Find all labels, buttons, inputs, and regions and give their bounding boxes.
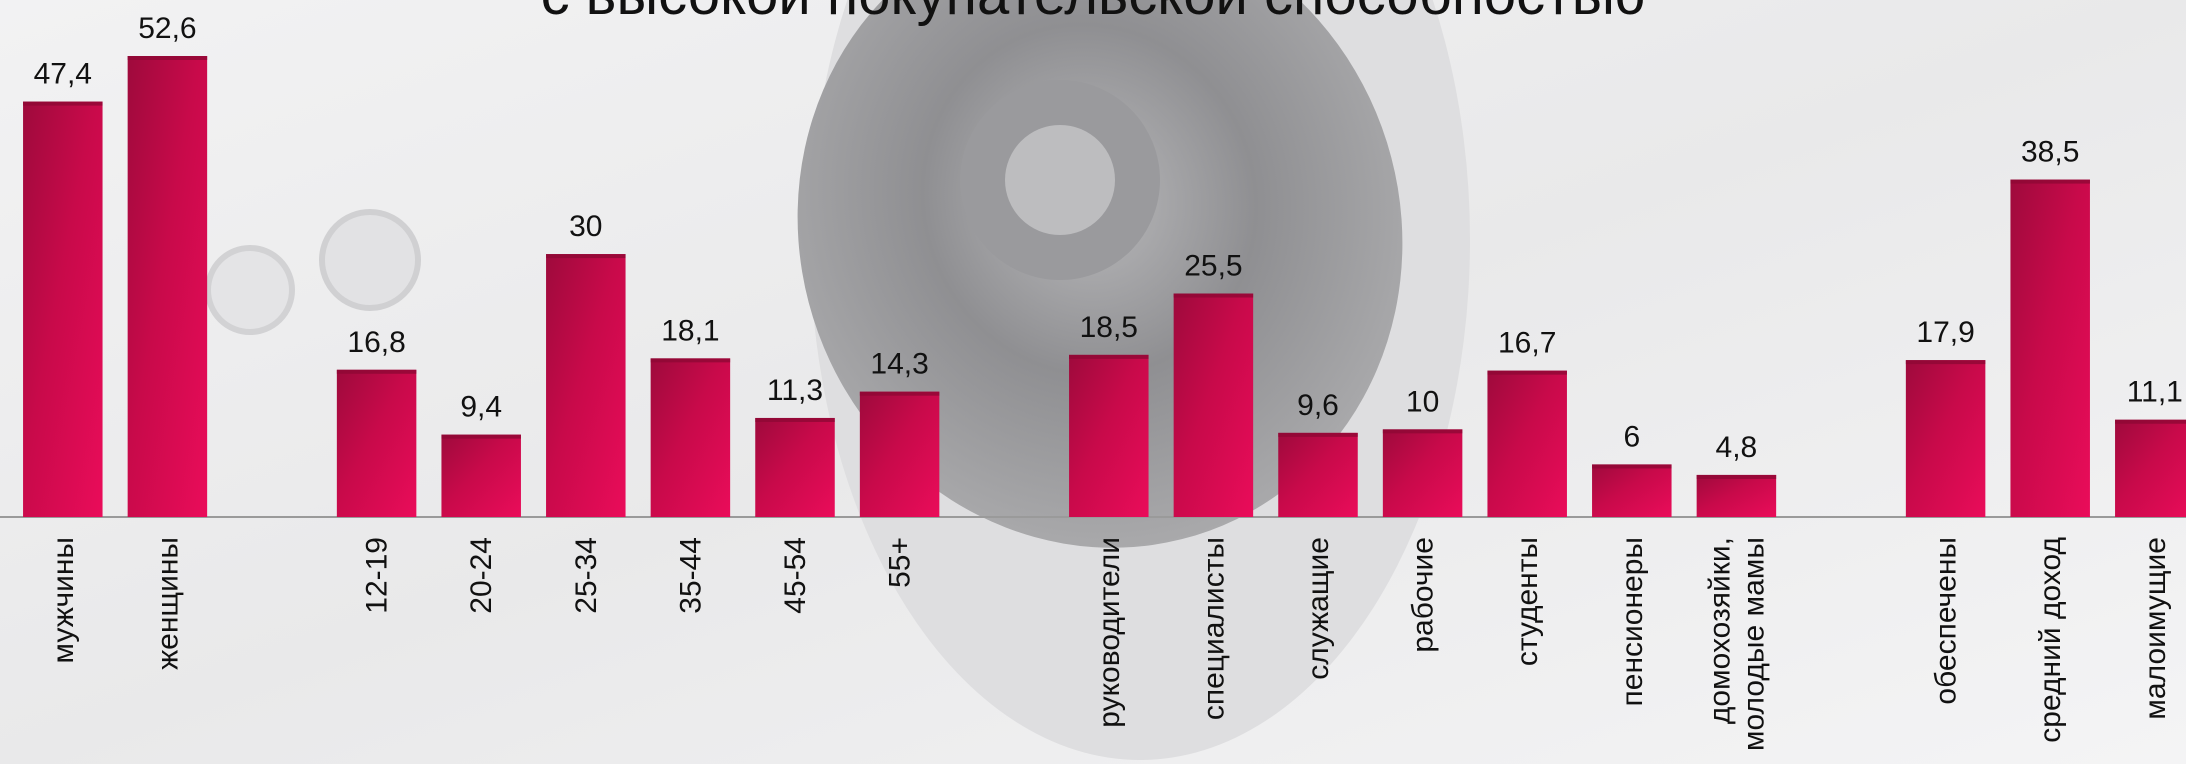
- value-label: 17,9: [1916, 316, 1974, 349]
- bar: [1383, 429, 1462, 517]
- bar-top: [128, 56, 207, 60]
- bar-top: [1906, 360, 1985, 364]
- bar: [1906, 360, 1985, 517]
- value-label: 18,5: [1080, 311, 1138, 344]
- x-tick-label: специалисты: [1197, 537, 1230, 720]
- bar: [651, 358, 730, 517]
- bar: [2010, 180, 2089, 517]
- value-label: 10: [1406, 385, 1439, 418]
- decor: [322, 212, 418, 308]
- bar-top: [2115, 420, 2186, 424]
- x-tick-label: пенсионеры: [1616, 537, 1649, 706]
- bar-top: [1278, 433, 1357, 437]
- bar: [1278, 433, 1357, 517]
- bar-top: [1069, 355, 1148, 359]
- decor: [1005, 125, 1115, 235]
- value-label: 47,4: [34, 58, 92, 91]
- x-tick-label: студенты: [1511, 537, 1544, 666]
- x-tick-label: обеспечены: [1930, 537, 1963, 705]
- x-tick-label: малоимущие: [2139, 537, 2172, 720]
- bar-top: [23, 102, 102, 106]
- value-label: 30: [569, 210, 602, 243]
- x-tick-label: рабочие: [1407, 537, 1440, 653]
- bar-top: [1174, 294, 1253, 298]
- bar-top: [651, 358, 730, 362]
- value-label: 6: [1623, 420, 1640, 453]
- x-tick-label: 20-24: [465, 537, 498, 614]
- x-tick-label: женщины: [151, 537, 184, 670]
- x-tick-label: мужчины: [47, 537, 80, 664]
- x-tick-label: руководители: [1093, 537, 1126, 728]
- bar-top: [441, 435, 520, 439]
- value-label: 11,3: [767, 374, 823, 407]
- bar: [1697, 475, 1776, 517]
- value-label: 18,1: [661, 314, 719, 347]
- value-label: 52,6: [138, 12, 196, 45]
- bar-top: [755, 418, 834, 422]
- value-label: 16,8: [347, 326, 405, 359]
- x-tick-label: средний доход: [2034, 537, 2067, 743]
- bar-top: [1592, 464, 1671, 468]
- value-label: 9,6: [1297, 389, 1339, 422]
- bar-top: [1697, 475, 1776, 479]
- bar: [860, 392, 939, 517]
- page: с высокой покупательской способностью 47…: [0, 0, 2186, 764]
- bar-top: [1487, 371, 1566, 375]
- value-label: 14,3: [870, 348, 928, 381]
- bar: [755, 418, 834, 517]
- bar: [546, 254, 625, 517]
- bar: [128, 56, 207, 517]
- x-tick-label: 35-44: [674, 537, 707, 614]
- value-label: 25,5: [1184, 250, 1242, 283]
- value-label: 9,4: [460, 391, 502, 424]
- bar: [23, 102, 102, 517]
- bar-top: [546, 254, 625, 258]
- bar-top: [1383, 429, 1462, 433]
- x-tick-label: служащие: [1302, 537, 1335, 680]
- value-label: 11,1: [2127, 376, 2183, 409]
- bar-top: [337, 370, 416, 374]
- bar: [1069, 355, 1148, 517]
- bar: [441, 435, 520, 517]
- bar: [1487, 371, 1566, 517]
- bar-top: [860, 392, 939, 396]
- value-label: 16,7: [1498, 327, 1556, 360]
- bar: [2115, 420, 2186, 517]
- x-tick-label: 55+: [884, 537, 917, 588]
- x-tick-label: домохозяйки,молодые мамы: [1703, 537, 1770, 751]
- decor: [208, 248, 292, 332]
- chart: с высокой покупательской способностью 47…: [0, 0, 2186, 764]
- value-label: 4,8: [1716, 431, 1758, 464]
- x-tick-label: 25-34: [570, 537, 603, 614]
- x-tick-label: 12-19: [361, 537, 394, 614]
- bar: [1592, 464, 1671, 517]
- bar: [337, 370, 416, 517]
- value-label: 38,5: [2021, 136, 2079, 169]
- chart-title: с высокой покупательской способностью: [541, 0, 1646, 27]
- bar: [1174, 294, 1253, 517]
- x-tick-label: 45-54: [779, 537, 812, 614]
- bar-top: [2010, 180, 2089, 184]
